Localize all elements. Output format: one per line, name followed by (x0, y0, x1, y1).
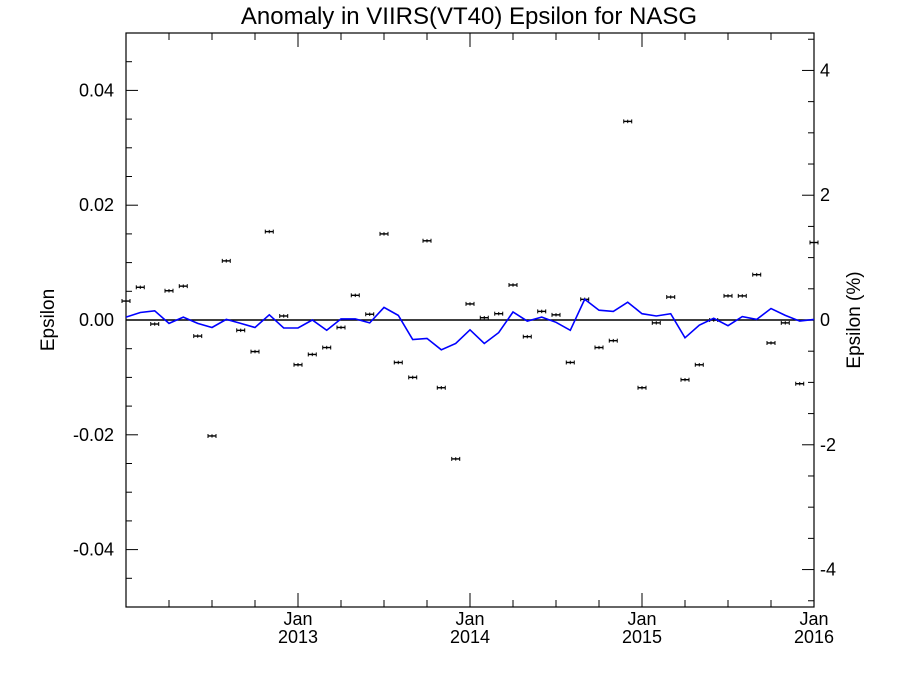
data-point (193, 334, 203, 339)
data-point (150, 322, 160, 327)
data-point (780, 320, 790, 325)
x-tick-label-month: Jan (799, 609, 828, 629)
x-tick-label-year: 2015 (622, 627, 662, 647)
y-tick-label-right: 2 (820, 185, 830, 205)
data-point (322, 345, 332, 350)
data-point (508, 282, 518, 287)
data-point (637, 385, 647, 390)
data-point (737, 293, 747, 298)
data-point (594, 345, 604, 350)
data-point (250, 349, 260, 354)
data-point (393, 360, 403, 365)
data-point (436, 385, 446, 390)
data-point (264, 229, 274, 234)
series-line-blue (125, 298, 815, 351)
x-tick-label-year: 2013 (278, 627, 318, 647)
data-point (766, 340, 776, 345)
data-point (680, 377, 690, 382)
data-point (350, 293, 360, 298)
data-point (178, 284, 188, 289)
data-point (135, 285, 145, 290)
data-point (379, 231, 389, 236)
y-axis-label-right: Epsilon (%) (844, 271, 865, 368)
x-tick-label-month: Jan (627, 609, 656, 629)
data-point (293, 362, 303, 367)
data-point (723, 293, 733, 298)
y-tick-label-left: 0.04 (79, 80, 114, 100)
y-axis-label-left: Epsilon (38, 289, 59, 351)
data-point (494, 311, 504, 316)
data-point (336, 325, 346, 330)
data-point (279, 313, 289, 318)
data-point (236, 328, 246, 333)
data-point (307, 352, 317, 357)
y-tick-label-right: -2 (820, 435, 836, 455)
data-point (537, 309, 547, 314)
data-point (408, 375, 418, 380)
data-point (479, 315, 489, 320)
data-point (365, 312, 375, 317)
data-point (451, 456, 461, 461)
y-tick-label-left: 0.02 (79, 195, 114, 215)
chart-title: Anomaly in VIIRS(VT40) Epsilon for NASG (241, 3, 697, 30)
data-point (694, 362, 704, 367)
y-tick-label-right: -4 (820, 560, 836, 580)
y-tick-label-right: 4 (820, 60, 830, 80)
x-tick-label-year: 2014 (450, 627, 490, 647)
x-tick-label-month: Jan (455, 609, 484, 629)
data-point (221, 258, 231, 263)
data-point (752, 272, 762, 277)
data-point (608, 338, 618, 343)
data-point (551, 312, 561, 317)
data-point (522, 334, 532, 339)
data-point (164, 288, 174, 293)
data-point (666, 295, 676, 300)
x-tick-label-year: 2016 (794, 627, 834, 647)
data-point (623, 119, 633, 124)
y-tick-label-left: -0.02 (73, 425, 114, 445)
y-tick-label-right: 0 (820, 310, 830, 330)
y-tick-label-left: 0.00 (79, 310, 114, 330)
data-point (207, 433, 217, 438)
data-point (121, 299, 131, 304)
x-tick-label-month: Jan (283, 609, 312, 629)
data-point (809, 240, 819, 245)
y-tick-label-left: -0.04 (73, 540, 114, 560)
data-point (651, 320, 661, 325)
data-point (465, 301, 475, 306)
data-point (422, 238, 432, 243)
data-point (565, 360, 575, 365)
data-point (795, 381, 805, 386)
